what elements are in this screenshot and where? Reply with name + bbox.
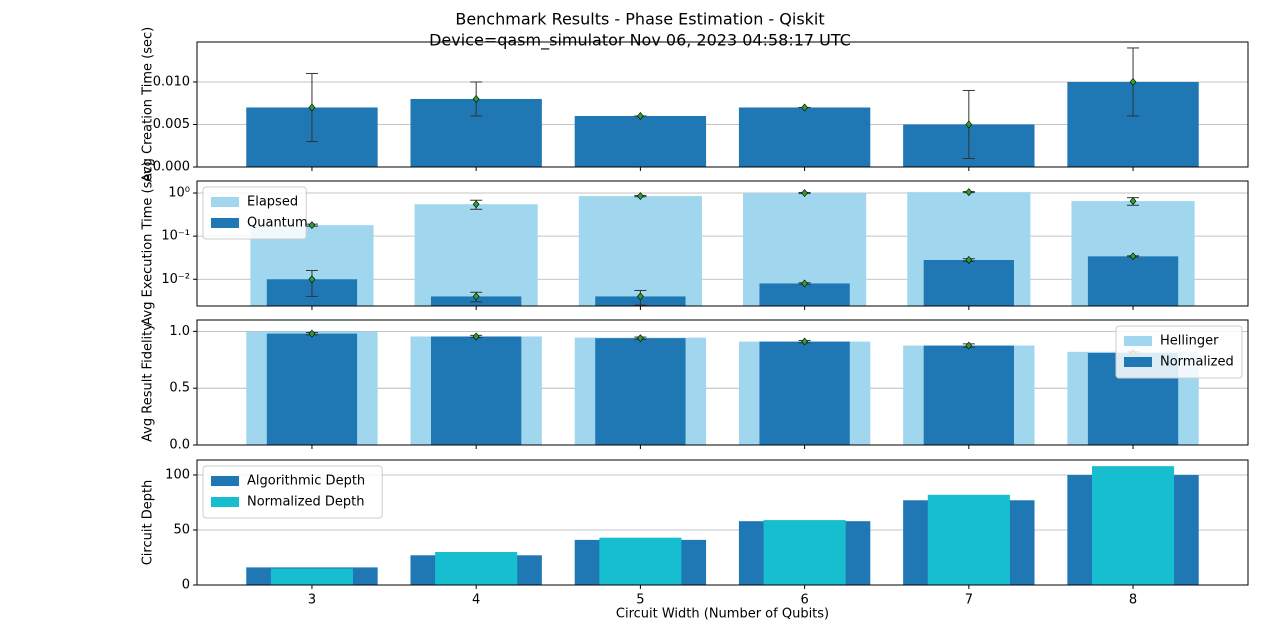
- y-tick-label: 0.5: [169, 381, 190, 396]
- y-tick-label: 10⁻²: [161, 272, 190, 287]
- bar: [431, 336, 522, 445]
- marker: [308, 103, 316, 112]
- plot-frame: [196, 180, 1249, 307]
- bar: [595, 338, 686, 445]
- y-tick-label: 1.0: [169, 324, 190, 339]
- y-tick-label: 0.0: [169, 438, 190, 453]
- x-tick-label: 4: [472, 593, 480, 608]
- plot-frame: [196, 41, 1249, 168]
- bar: [923, 259, 1014, 306]
- bar: [759, 283, 850, 306]
- marker: [636, 192, 644, 201]
- marker: [472, 332, 480, 341]
- marker: [636, 292, 644, 301]
- legend-box: [202, 465, 383, 519]
- marker: [472, 292, 480, 301]
- bar: [763, 520, 846, 585]
- legend-label: Quantum: [247, 216, 308, 231]
- chart-title: Benchmark Results - Phase Estimation - Q…: [455, 10, 824, 29]
- y-axis-label: Avg Result Fidelity: [141, 323, 156, 442]
- marker: [965, 341, 973, 350]
- y-tick-label: 0.010: [153, 74, 190, 89]
- x-axis-label: Circuit Width (Number of Qubits): [616, 607, 829, 620]
- x-tick-label: 3: [308, 593, 316, 608]
- y-tick-label: 0: [182, 578, 190, 593]
- chart-subtitle: Device=qasm_simulator Nov 06, 2023 04:58…: [429, 31, 851, 51]
- marker: [801, 103, 809, 112]
- marker: [965, 120, 973, 129]
- bar: [759, 341, 850, 445]
- legend-swatch: [211, 197, 239, 207]
- bar: [1091, 466, 1175, 585]
- legend-swatch: [1124, 357, 1152, 367]
- bar: [738, 107, 871, 167]
- plot-frame: [196, 319, 1249, 446]
- y-tick-label: 50: [173, 522, 190, 537]
- bar: [927, 494, 1010, 585]
- y-axis-label: Circuit Depth: [141, 480, 156, 566]
- x-tick-label: 8: [1129, 593, 1137, 608]
- marker: [801, 337, 809, 346]
- marker: [308, 275, 316, 284]
- marker: [636, 334, 644, 343]
- marker: [965, 256, 973, 264]
- y-tick-label: 0.005: [153, 117, 190, 132]
- marker: [636, 112, 644, 120]
- bar: [1087, 256, 1179, 306]
- bar: [270, 568, 354, 585]
- marker: [1129, 252, 1137, 261]
- x-tick-label: 7: [965, 593, 973, 608]
- legend-swatch: [211, 497, 239, 507]
- legend-label: Normalized: [1160, 355, 1234, 370]
- marker: [472, 200, 480, 209]
- marker: [1129, 197, 1137, 206]
- marker: [801, 189, 809, 197]
- bar: [435, 551, 518, 585]
- y-tick-label: 10⁻¹: [161, 229, 190, 244]
- legend-label: Elapsed: [247, 195, 298, 210]
- y-axis-label: Avg Execution Time (sec): [141, 161, 156, 325]
- marker: [1129, 78, 1137, 86]
- y-axis-label: Avg Creation Time (sec): [141, 27, 156, 182]
- legend-swatch: [211, 476, 239, 486]
- y-tick-label: 0.000: [153, 160, 190, 175]
- marker: [308, 221, 316, 230]
- legend-label: Hellinger: [1160, 334, 1219, 349]
- marker: [308, 329, 316, 338]
- bar: [599, 537, 682, 585]
- bar: [923, 345, 1014, 445]
- x-tick-label: 6: [800, 593, 808, 608]
- marker: [965, 188, 973, 197]
- marker: [472, 95, 480, 103]
- bar: [414, 204, 538, 306]
- legend-swatch: [211, 218, 239, 228]
- error-bar: [305, 269, 318, 297]
- y-tick-label: 100: [165, 467, 190, 482]
- marker: [801, 279, 809, 288]
- y-tick-label: 10⁰: [168, 186, 190, 201]
- legend-swatch: [1124, 336, 1152, 346]
- x-tick-label: 5: [636, 593, 644, 608]
- legend-label: Algorithmic Depth: [247, 474, 365, 489]
- bar: [574, 115, 707, 167]
- bar: [578, 196, 702, 306]
- legend-label: Normalized Depth: [247, 495, 364, 510]
- bar: [266, 333, 358, 445]
- plot-frame: [196, 459, 1249, 586]
